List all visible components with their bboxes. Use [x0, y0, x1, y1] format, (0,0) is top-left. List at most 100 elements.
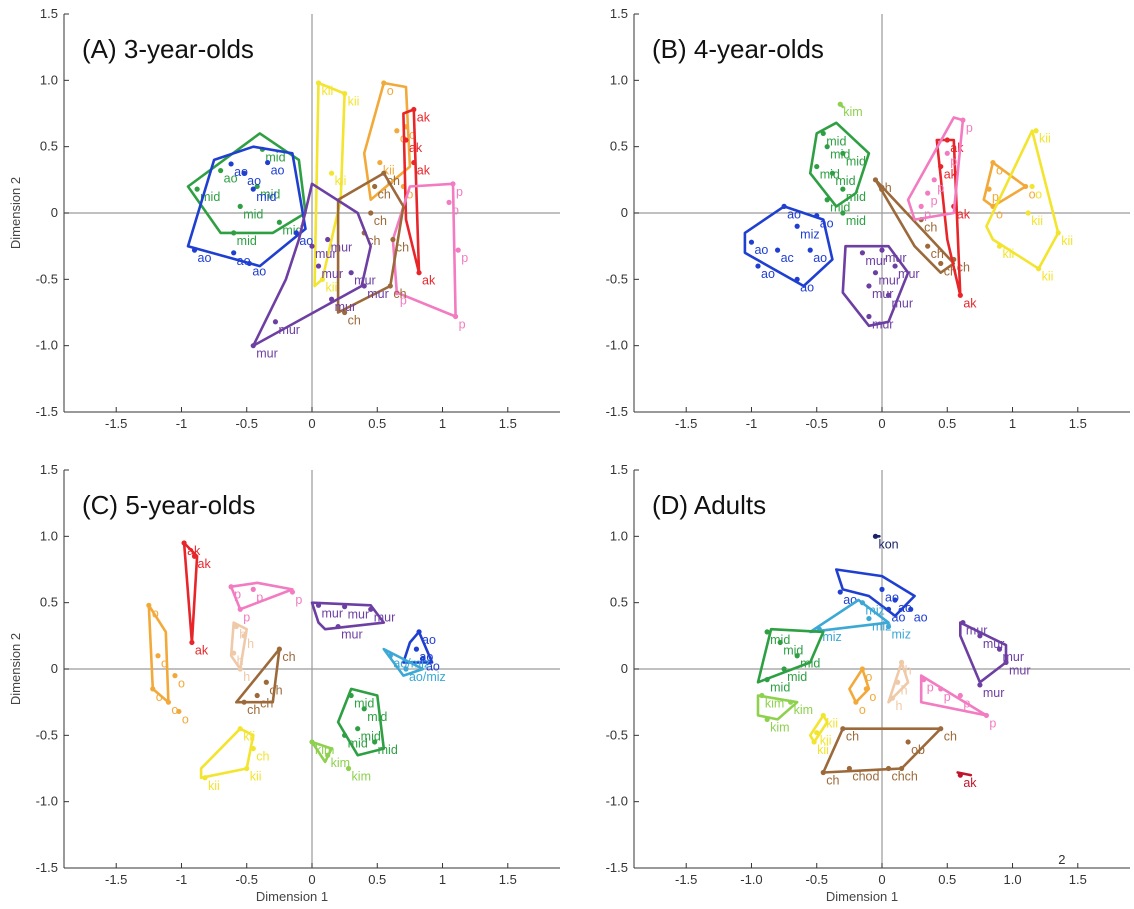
data-point: [319, 276, 326, 282]
point-label: mid: [378, 743, 398, 757]
x-axis-label: Dimension 1: [826, 889, 898, 904]
data-point: [361, 706, 367, 712]
x-tick-label: 1.5: [1069, 872, 1087, 887]
data-point: [244, 765, 250, 772]
point-label: p: [459, 317, 466, 331]
data-point: [866, 283, 872, 289]
data-point: [446, 199, 452, 205]
point-label: mur: [865, 254, 887, 268]
data-point: [403, 666, 409, 672]
data-point: [814, 163, 820, 170]
data-point: [315, 263, 322, 269]
data-point: [390, 236, 396, 243]
point-label: h: [901, 683, 908, 697]
data-point: [328, 170, 335, 176]
data-point: [348, 692, 354, 699]
data-point: [254, 692, 260, 699]
data-point: [381, 80, 387, 86]
point-label: mid: [367, 710, 387, 724]
point-label: mur: [315, 247, 337, 261]
point-label: p: [944, 690, 951, 704]
point-label: miz: [892, 628, 911, 642]
data-point: [272, 319, 279, 325]
y-axis-label: Dimension 2: [8, 633, 23, 705]
data-point: [394, 128, 400, 134]
y-tick-label: 0: [621, 205, 628, 220]
panel-4: -1.5 -1.0 -0.5 0 0.5 1.0 1.5 -1.5 -1.0 -0.5 0 0.5 1.…: [606, 462, 1130, 904]
y-tick-label: 0.5: [610, 595, 628, 610]
point-label: miz: [865, 604, 884, 618]
y-tick-label: 1.5: [40, 6, 58, 21]
data-point: [957, 692, 963, 699]
x-tick-label: -1.5: [105, 416, 127, 431]
group-kon: kon: [872, 533, 899, 551]
point-label: mur: [872, 317, 894, 331]
x-tick-label: -1.5: [105, 872, 127, 887]
data-point: [202, 775, 208, 781]
x-tick-label: 1: [439, 416, 446, 431]
point-label: mur: [341, 628, 363, 642]
y-tick-label: -1.5: [36, 860, 58, 875]
data-point: [372, 183, 378, 190]
data-point: [814, 730, 820, 736]
data-point: [228, 584, 234, 590]
data-point: [1033, 128, 1039, 134]
data-point: [342, 732, 348, 738]
point-label: kii: [243, 730, 255, 744]
y-tick-label: -1.0: [36, 338, 58, 353]
data-point: [977, 682, 983, 688]
y-tick-label: 1.5: [40, 462, 58, 477]
point-label: ao: [754, 243, 768, 257]
data-point: [233, 623, 239, 630]
point-label: ak: [198, 557, 212, 571]
data-point: [889, 695, 896, 701]
y-tick-label: 0: [621, 661, 628, 676]
data-point: [241, 633, 247, 639]
point-label: ao: [885, 590, 899, 604]
point-label: kim: [765, 697, 784, 711]
hull-ao: [743, 205, 834, 288]
y-tick-label: 1.5: [610, 462, 628, 477]
data-point: [1022, 183, 1029, 190]
point-label: h: [237, 654, 244, 668]
point-label: kim: [794, 703, 813, 717]
data-point: [957, 772, 963, 778]
x-tick-label: 1: [1009, 416, 1016, 431]
point-label: miz: [822, 630, 841, 644]
point-label: mid: [800, 657, 820, 671]
point-label: ao: [813, 251, 827, 265]
point-label: mid: [256, 190, 276, 204]
point-label: ak: [417, 164, 431, 178]
data-point: [983, 712, 990, 719]
data-point: [829, 170, 836, 176]
data-point: [837, 101, 843, 107]
point-label: ao: [426, 659, 440, 673]
point-label: o: [152, 606, 159, 620]
point-label: mid: [783, 643, 803, 657]
hull-ch: [336, 171, 405, 314]
point-label: mur: [348, 608, 370, 622]
point-label: mid: [820, 168, 840, 182]
data-point: [820, 769, 826, 776]
data-point: [996, 243, 1003, 249]
data-point: [840, 186, 846, 192]
data-point: [348, 270, 354, 276]
hull-o: [982, 161, 1027, 208]
hull-miz: [808, 598, 890, 634]
data-point: [315, 80, 322, 86]
group-h: hhh: [887, 659, 912, 713]
data-point: [250, 586, 256, 593]
point-label: p: [966, 121, 973, 135]
point-label: kii: [1039, 132, 1051, 146]
point-label: kii: [1031, 214, 1043, 228]
data-point: [325, 236, 331, 243]
point-label: ao: [299, 234, 313, 248]
point-label: ch: [924, 221, 937, 235]
panel-3: -1.5 -1 -0.5 0 0.5 1 1.5 -1.5 -1.0 -0.5 0 0.5 1.0 1.5…: [8, 462, 560, 904]
data-point: [450, 181, 456, 187]
data-point: [276, 219, 282, 225]
